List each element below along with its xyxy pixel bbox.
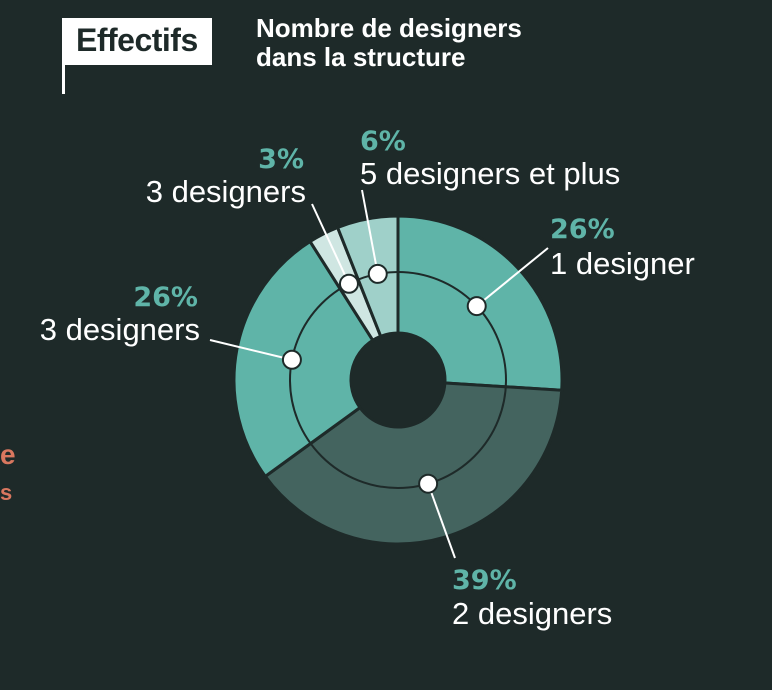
leader-line-3 (311, 203, 350, 285)
section-tag: Effectifs (62, 18, 212, 65)
leader-line-2 (209, 339, 293, 361)
inner-guide-ring (289, 271, 507, 489)
subtitle-line-1: Nombre de designers (256, 13, 522, 43)
leader-line-4 (361, 189, 379, 275)
slice-percent-4: 6% (360, 126, 406, 157)
slice-label-4: 5 designers et plus (360, 156, 620, 191)
slice-label-3: 3 designers (146, 174, 306, 209)
slice-label-2: 3 designers (40, 312, 200, 347)
slice-label-0: 1 designer (550, 246, 695, 281)
leader-line-1 (427, 483, 456, 559)
slice-percent-2: 26% (133, 282, 198, 313)
slice-marker-3 (338, 273, 359, 294)
slice-marker-4 (367, 263, 388, 284)
side-fragment-2: s (0, 480, 13, 505)
slice-percent-3: 3% (258, 144, 304, 175)
slice-marker-2 (281, 349, 302, 370)
slice-label-1: 2 designers (452, 596, 612, 631)
subtitle-line-2: dans la structure (256, 42, 466, 72)
slice-marker-0 (466, 296, 487, 317)
leader-line-0 (476, 247, 549, 307)
slice-marker-1 (418, 473, 439, 494)
slice-percent-1: 39% (452, 565, 517, 596)
tag-stem (62, 60, 65, 94)
side-fragment-1: e (0, 439, 16, 470)
slice-percent-0: 26% (550, 214, 615, 245)
slice-2 (232, 239, 375, 479)
chart-subtitle: Nombre de designers dans la structure (256, 14, 522, 72)
